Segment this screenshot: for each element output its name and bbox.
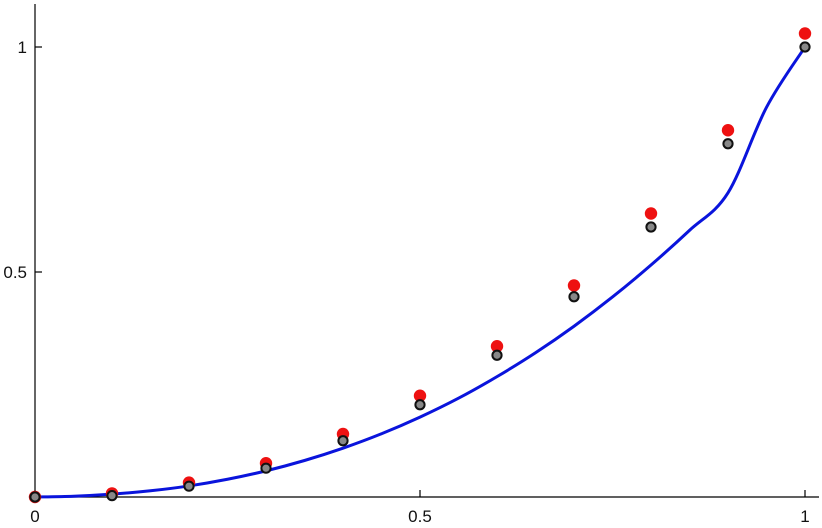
red-point [413,389,427,402]
series-line [33,45,807,499]
red-point [567,279,581,292]
gray-point [799,41,811,53]
x-tick-label: 0.5 [408,507,432,526]
gray-point [414,399,426,411]
plot-area [28,27,812,504]
y-tick-label: 1 [18,38,27,57]
x-tick-label: 1 [800,507,809,526]
red-point [721,124,735,137]
gray-point [491,349,503,361]
x-tick-label: 0 [30,507,39,526]
gray-point [106,490,118,502]
red-point [644,207,658,220]
gray-point [29,491,41,503]
gray-point [260,462,272,474]
gray-point [568,291,580,303]
gray-point [645,221,657,233]
gray-point [337,435,349,447]
y-tick-label: 0.5 [3,263,27,282]
gray-point [722,138,734,150]
gray-point [183,480,195,492]
axes [34,4,819,498]
red-point [490,340,504,353]
red-point [798,27,812,40]
ticks: 0 0.5 1 0.5 1 [3,38,809,526]
